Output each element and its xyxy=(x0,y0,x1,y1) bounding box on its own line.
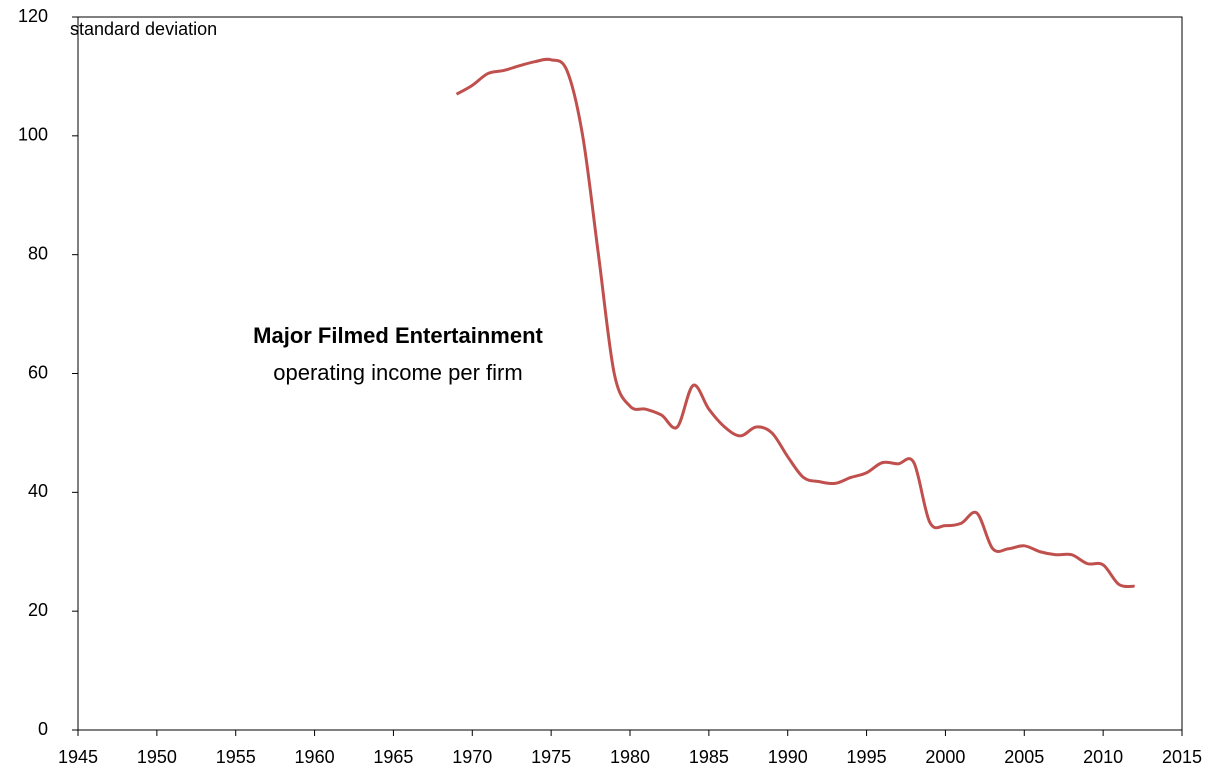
x-tick-label: 2015 xyxy=(1162,747,1202,767)
x-tick-label: 1950 xyxy=(137,747,177,767)
x-tick-label: 1945 xyxy=(58,747,98,767)
y-tick-label: 20 xyxy=(28,600,48,620)
y-tick-label: 0 xyxy=(38,719,48,739)
x-tick-label: 1960 xyxy=(295,747,335,767)
annotation-title: Major Filmed Entertainment xyxy=(253,323,543,348)
data-line xyxy=(455,57,1135,589)
y-axis-label: standard deviation xyxy=(70,19,217,39)
x-tick-label: 1980 xyxy=(610,747,650,767)
y-tick-label: 40 xyxy=(28,481,48,501)
plot-frame xyxy=(77,16,1183,731)
x-tick-label: 1955 xyxy=(216,747,256,767)
y-tick-label: 60 xyxy=(28,362,48,382)
y-tick-label: 80 xyxy=(28,243,48,263)
annotation-subtitle: operating income per firm xyxy=(273,360,522,385)
y-tick-label: 120 xyxy=(18,6,48,26)
x-tick-label: 2000 xyxy=(925,747,965,767)
x-tick-label: 1985 xyxy=(689,747,729,767)
x-tick-label: 1975 xyxy=(531,747,571,767)
x-tick-label: 1990 xyxy=(768,747,808,767)
x-tick-label: 1970 xyxy=(452,747,492,767)
x-tick-label: 1965 xyxy=(373,747,413,767)
x-tick-label: 1995 xyxy=(847,747,887,767)
x-tick-label: 2005 xyxy=(1004,747,1044,767)
y-tick-label: 100 xyxy=(18,125,48,145)
x-tick-label: 2010 xyxy=(1083,747,1123,767)
